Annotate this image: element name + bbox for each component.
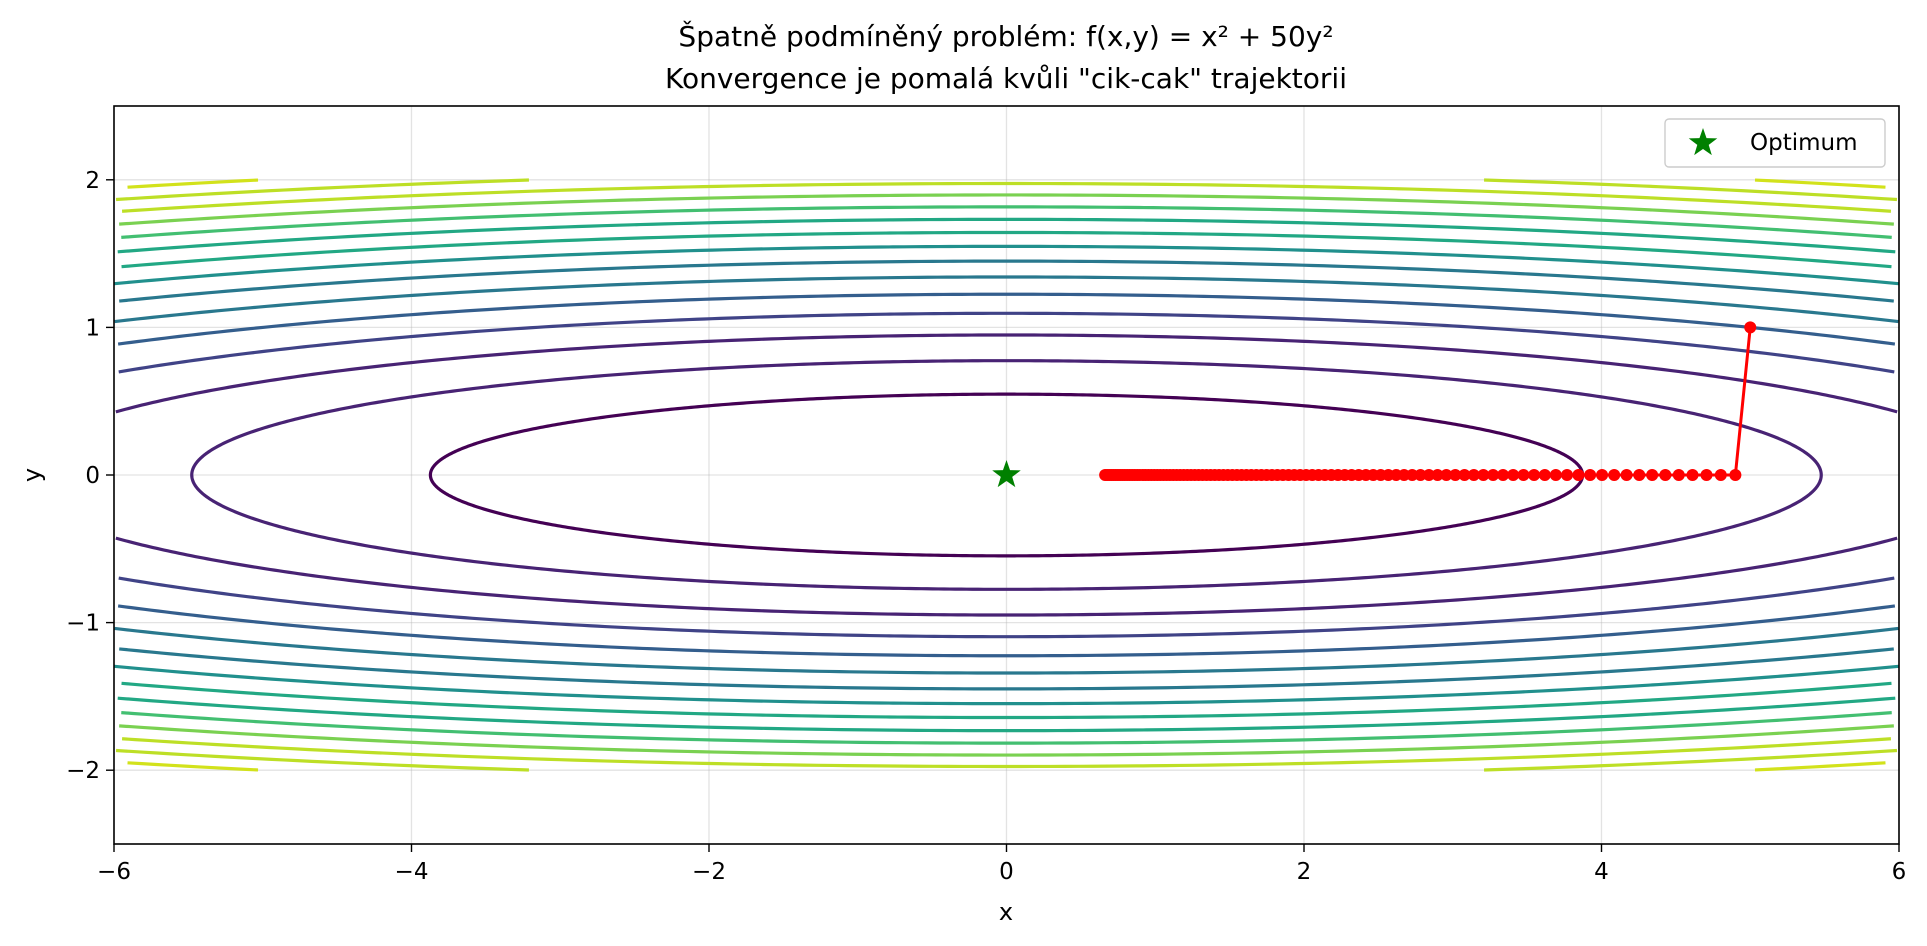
trajectory-point (1449, 469, 1462, 481)
y-tick-label: 0 (85, 463, 100, 489)
trajectory-point (1672, 469, 1685, 481)
trajectory-point (1487, 469, 1500, 481)
contour-line (121, 711, 1892, 745)
trajectory-point (1549, 469, 1562, 481)
trajectory-point (1714, 469, 1727, 481)
trajectory-point (1099, 469, 1112, 481)
trajectory (1099, 321, 1757, 481)
trajectory-point (1646, 469, 1659, 481)
trajectory-point (1528, 469, 1541, 481)
x-ticks: −6 −4 −2 0 2 4 6 (97, 844, 1906, 885)
chart-title: Špatně podmíněný problém: f(x,y) = x² + … (678, 19, 1333, 53)
trajectory-point (1414, 469, 1427, 481)
trajectory-point (1620, 469, 1633, 481)
x-tick-label: 6 (1892, 859, 1907, 885)
contour-line (114, 664, 1899, 706)
contour-line (1754, 178, 1886, 189)
x-tick-label: 2 (1297, 859, 1312, 885)
legend: Optimum (1664, 118, 1886, 168)
contour-line (121, 181, 1892, 213)
y-axis-label: y (18, 468, 46, 482)
x-tick-label: 0 (999, 859, 1014, 885)
legend-label-optimum: Optimum (1750, 130, 1858, 156)
y-tick-label: 1 (85, 315, 100, 341)
x-tick-label: 4 (1594, 859, 1609, 885)
trajectory-point (1422, 469, 1435, 481)
contour-line (1484, 748, 1898, 772)
optimum-marker-group (992, 460, 1021, 488)
trajectory-point (1517, 469, 1530, 481)
contour-line (114, 275, 1899, 324)
y-tick-label: 2 (85, 168, 100, 194)
trajectory-point (1561, 469, 1574, 481)
contour-line (119, 259, 1894, 303)
y-tick-label: −2 (66, 758, 100, 784)
trajectory-point (1659, 469, 1672, 481)
contour-line (117, 217, 1896, 254)
trajectory-point (1477, 469, 1490, 481)
contour-lines (114, 178, 1899, 772)
trajectory-point (1633, 469, 1646, 481)
contour-line (115, 536, 1898, 617)
contour-line (190, 359, 1823, 591)
contour-line (115, 748, 529, 772)
contour-line (114, 626, 1899, 675)
contour-line (115, 178, 529, 202)
trajectory-point (1729, 469, 1742, 481)
optimum-star-icon (992, 460, 1021, 488)
contour-line (117, 604, 1896, 658)
trajectory-point (1608, 469, 1621, 481)
trajectory-point (1572, 469, 1585, 481)
trajectory-point (1507, 469, 1520, 481)
contour-line (1754, 761, 1886, 772)
contour-line (127, 761, 259, 772)
x-tick-label: −4 (395, 859, 429, 885)
contour-line (121, 230, 1892, 269)
trajectory-point (1431, 469, 1444, 481)
contour-line (127, 178, 259, 189)
x-axis-label: x (999, 898, 1013, 926)
trajectory-point (1744, 321, 1757, 334)
legend-star-icon (1688, 128, 1718, 156)
trajectory-point (1497, 469, 1510, 481)
y-tick-label: −1 (66, 611, 100, 637)
contour-line (114, 244, 1899, 286)
trajectory-point (1458, 469, 1471, 481)
contour-line (118, 311, 1895, 374)
chart-subtitle: Konvergence je pomalá kvůli "cik-cak" tr… (665, 62, 1347, 95)
legend-box (1664, 118, 1886, 168)
contour-line (117, 292, 1896, 346)
contour-line (117, 696, 1896, 733)
contour-line (428, 392, 1585, 558)
contour-line (119, 724, 1894, 757)
contour-line (121, 681, 1892, 720)
contour-line (119, 193, 1894, 226)
trajectory-point (1467, 469, 1480, 481)
x-tick-label: −2 (692, 859, 726, 885)
trajectory-point (1584, 469, 1597, 481)
x-tick-label: −6 (97, 859, 131, 885)
trajectory-point (1596, 469, 1609, 481)
contour-line (1484, 178, 1898, 202)
contour-line (115, 333, 1898, 414)
contour-line (118, 576, 1895, 639)
contour-line (121, 205, 1892, 239)
y-ticks: −2 −1 0 1 2 (66, 168, 114, 784)
contour-line (119, 647, 1894, 691)
contour-line (121, 737, 1892, 769)
trajectory-point (1440, 469, 1453, 481)
trajectory-point (1686, 469, 1699, 481)
trajectory-point (1700, 469, 1713, 481)
trajectory-point (1538, 469, 1551, 481)
